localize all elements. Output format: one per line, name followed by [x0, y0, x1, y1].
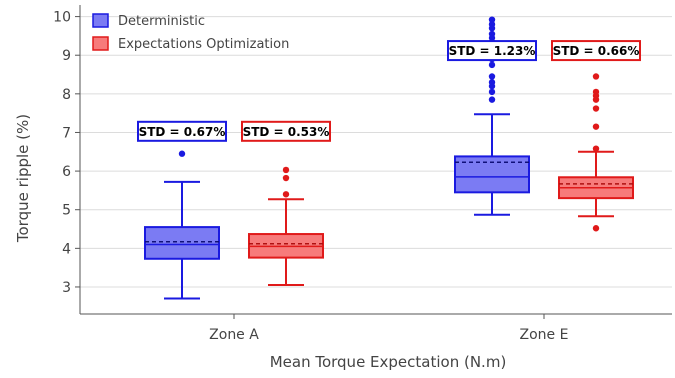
outlier-point — [488, 88, 496, 96]
outlier-point — [488, 61, 496, 69]
outlier-point — [488, 16, 496, 23]
outlier-point — [282, 174, 290, 182]
std-label-box — [137, 120, 227, 142]
box-expectations-optimization-zone-e — [558, 73, 634, 232]
outlier-point — [488, 30, 496, 38]
outlier-point — [488, 73, 496, 80]
legend-label: Deterministic — [118, 14, 205, 29]
outlier-point — [282, 166, 290, 174]
x-tick-label: Zone A — [209, 327, 259, 343]
outlier-point — [592, 88, 600, 96]
outlier-point — [178, 150, 186, 157]
std-label-box — [551, 40, 641, 62]
outlier-point — [592, 145, 600, 152]
box-deterministic-zone-a — [144, 150, 220, 300]
outlier-point — [592, 225, 600, 232]
y-tick-label: 8 — [62, 87, 71, 103]
box-expectations-optimization-zone-a — [248, 166, 324, 287]
outlier-point — [282, 191, 290, 198]
std-label-text: STD = 0.66% — [553, 44, 640, 58]
std-label-box — [241, 120, 331, 142]
outlier-point — [592, 123, 600, 130]
legend-swatch — [92, 13, 109, 28]
axis-layer: 3 4 5 6 7 8 9 10 Zone A Zone E — [53, 5, 672, 343]
y-tick-label: 7 — [62, 125, 71, 141]
y-tick-label: 9 — [62, 48, 71, 64]
outlier-point — [592, 105, 600, 112]
y-tick-label: 6 — [62, 164, 71, 180]
legend-label: Expectations Optimization — [118, 37, 289, 52]
outlier-point — [488, 79, 496, 86]
x-tick-label: Zone E — [520, 327, 569, 343]
iqr-box — [144, 226, 220, 260]
y-tick-label: 5 — [62, 203, 71, 219]
outlier-point — [488, 96, 496, 103]
box-layer — [144, 16, 634, 300]
x-axis-title: Mean Torque Expectation (N.m) — [270, 353, 507, 371]
std-label-text: STD = 0.67% — [139, 125, 226, 139]
outlier-point — [488, 21, 496, 28]
y-tick-label: 3 — [62, 280, 71, 296]
y-tick-label: 4 — [62, 241, 71, 257]
outlier-point — [592, 73, 600, 80]
std-label-text: STD = 0.53% — [243, 125, 330, 139]
label-layer: STD = 0.67% STD = 1.23% STD = 0.53% STD = 0… — [137, 40, 641, 142]
y-axis-title: Torque ripple (%) — [14, 114, 32, 243]
std-label-box — [447, 40, 537, 62]
legend: Deterministic Expectations Optimization — [92, 13, 289, 52]
std-label-text: STD = 1.23% — [449, 44, 536, 58]
y-tick-label: 10 — [53, 10, 71, 26]
legend-swatch — [92, 36, 109, 51]
